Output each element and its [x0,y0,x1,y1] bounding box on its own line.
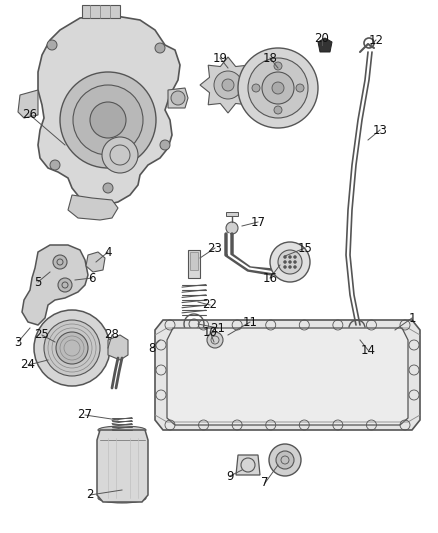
Polygon shape [200,57,256,113]
Text: 2: 2 [86,489,94,502]
Polygon shape [68,195,118,220]
Circle shape [155,43,165,53]
Circle shape [73,85,143,155]
Circle shape [58,278,72,292]
Text: 15: 15 [297,241,312,254]
Polygon shape [190,252,198,270]
Text: 25: 25 [35,328,49,342]
Text: 1: 1 [408,311,416,325]
Circle shape [278,250,302,274]
Polygon shape [18,90,38,118]
Circle shape [293,255,297,259]
Text: 6: 6 [88,271,96,285]
Polygon shape [168,88,188,108]
Circle shape [60,72,156,168]
Text: 17: 17 [251,215,265,229]
Polygon shape [318,38,332,52]
Circle shape [44,320,100,376]
Text: 10: 10 [202,326,217,338]
Polygon shape [226,212,238,216]
Polygon shape [108,335,128,360]
Circle shape [289,255,292,259]
Circle shape [248,58,308,118]
Circle shape [283,261,286,263]
Polygon shape [188,250,200,278]
Circle shape [90,102,126,138]
Text: 8: 8 [148,342,155,354]
Circle shape [34,310,110,386]
Text: 20: 20 [314,31,329,44]
Circle shape [274,106,282,114]
Text: 28: 28 [105,328,120,342]
Text: 7: 7 [261,477,269,489]
Text: 27: 27 [78,408,92,422]
Polygon shape [167,328,408,425]
Text: 13: 13 [373,124,388,136]
Text: 23: 23 [208,241,223,254]
Circle shape [171,91,185,105]
Circle shape [53,255,67,269]
Text: 9: 9 [226,470,234,482]
Circle shape [283,265,286,269]
Circle shape [274,62,282,70]
Circle shape [56,332,88,364]
Text: 18: 18 [262,52,277,64]
Circle shape [103,183,113,193]
Circle shape [289,265,292,269]
Circle shape [50,160,60,170]
Circle shape [102,137,138,173]
Circle shape [252,84,260,92]
Circle shape [222,79,234,91]
Circle shape [296,84,304,92]
Circle shape [269,444,301,476]
Circle shape [207,332,223,348]
Text: 16: 16 [262,271,278,285]
Circle shape [270,242,310,282]
Polygon shape [38,15,180,205]
Ellipse shape [98,493,146,503]
Text: 4: 4 [104,246,112,259]
Polygon shape [86,252,105,272]
Circle shape [226,222,238,234]
Polygon shape [22,245,88,325]
Polygon shape [97,430,148,502]
Text: 19: 19 [212,52,227,64]
Text: 5: 5 [34,276,42,288]
Text: 21: 21 [211,321,226,335]
Circle shape [214,71,242,99]
Circle shape [262,72,294,104]
Circle shape [160,140,170,150]
Polygon shape [236,455,260,475]
Circle shape [272,82,284,94]
Ellipse shape [98,426,146,434]
Text: 26: 26 [22,109,38,122]
Circle shape [47,40,57,50]
Circle shape [276,451,294,469]
Text: 11: 11 [243,316,258,328]
Text: 14: 14 [360,343,375,357]
Text: 24: 24 [21,359,35,372]
Circle shape [238,48,318,128]
Text: 3: 3 [14,335,22,349]
Polygon shape [82,5,120,18]
Circle shape [361,349,371,359]
Polygon shape [155,320,420,430]
Circle shape [289,261,292,263]
Text: 12: 12 [368,34,384,46]
Text: 22: 22 [202,298,218,311]
Circle shape [283,255,286,259]
Circle shape [293,265,297,269]
Circle shape [293,261,297,263]
